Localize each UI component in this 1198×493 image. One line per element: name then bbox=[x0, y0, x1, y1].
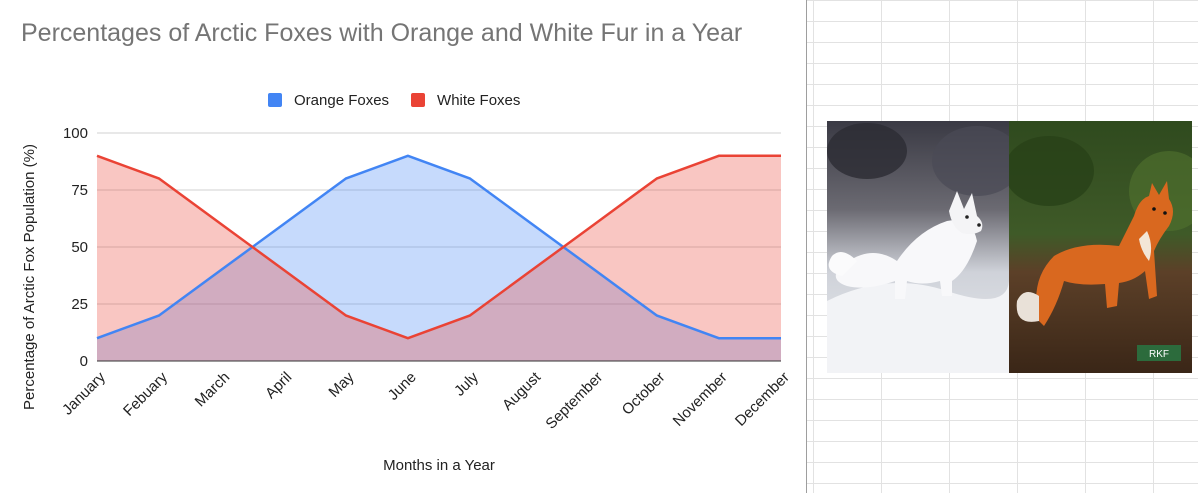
point-white-foxes-febuary bbox=[158, 177, 161, 180]
point-white-foxes-december bbox=[780, 154, 783, 157]
legend-label-white: White Foxes bbox=[437, 91, 521, 109]
chart-panel[interactable]: 0 25 50 75 100 January Febuary March April May Jun… bbox=[0, 0, 806, 493]
x-tick-label-febuary: Febuary bbox=[120, 368, 171, 419]
point-white-foxes-june bbox=[406, 337, 409, 340]
series-lines bbox=[96, 154, 783, 340]
x-tick-label-october: October bbox=[619, 369, 669, 419]
point-orange-foxes-july bbox=[469, 177, 472, 180]
x-tick-label-june: June bbox=[385, 369, 420, 404]
x-tick-label-january: January bbox=[59, 368, 109, 418]
point-orange-foxes-march bbox=[220, 268, 223, 271]
x-tick-label-august: August bbox=[499, 368, 545, 414]
point-white-foxes-january bbox=[96, 154, 99, 157]
gridlines bbox=[97, 132, 781, 305]
point-white-foxes-october bbox=[655, 177, 658, 180]
legend-swatch-white bbox=[411, 93, 426, 107]
point-orange-foxes-may bbox=[344, 177, 347, 180]
white-arctic-fox-photo bbox=[827, 121, 1009, 373]
y-tick-label-0: 0 bbox=[80, 353, 88, 370]
fox-image-strip[interactable]: RKF bbox=[827, 121, 1192, 373]
x-tick-label-september: September bbox=[542, 369, 606, 433]
point-orange-foxes-april bbox=[282, 223, 285, 226]
y-tick-label-75: 75 bbox=[71, 182, 88, 199]
point-white-foxes-august bbox=[531, 268, 534, 271]
series-areas bbox=[97, 155, 781, 361]
chart-title: Percentages of Arctic Foxes with Orange … bbox=[21, 19, 743, 47]
area-orange-foxes bbox=[97, 155, 781, 361]
point-orange-foxes-september bbox=[593, 268, 596, 271]
y-tick-label-100: 100 bbox=[63, 125, 88, 142]
line-orange-foxes bbox=[96, 154, 781, 340]
point-orange-foxes-august bbox=[531, 223, 534, 226]
point-white-foxes-july bbox=[469, 314, 472, 317]
point-white-foxes-september bbox=[593, 223, 596, 226]
x-tick-label-december: December bbox=[732, 369, 793, 430]
x-tick-label-april: April bbox=[262, 369, 295, 402]
legend: Orange Foxes White Foxes bbox=[268, 90, 542, 110]
point-orange-foxes-febuary bbox=[158, 314, 161, 317]
x-tick-label-march: March bbox=[192, 369, 233, 410]
point-white-foxes-march bbox=[220, 223, 223, 226]
point-white-foxes-november bbox=[717, 154, 720, 157]
point-orange-foxes-january bbox=[96, 337, 99, 340]
x-tick-label-may: May bbox=[325, 368, 357, 400]
rkf-logo-text: RKF bbox=[1149, 349, 1169, 360]
line-white-foxes bbox=[96, 154, 781, 340]
chart-sheet-divider bbox=[806, 0, 807, 493]
legend-label-orange: Orange Foxes bbox=[294, 91, 390, 109]
orange-fox-photo: RKF bbox=[1009, 121, 1192, 373]
point-orange-foxes-october bbox=[655, 314, 658, 317]
legend-item-white: White Foxes bbox=[411, 92, 520, 109]
legend-item-orange: Orange Foxes bbox=[268, 92, 389, 109]
y-tick-label-25: 25 bbox=[71, 296, 88, 313]
point-white-foxes-april bbox=[282, 268, 285, 271]
area-white-foxes bbox=[97, 155, 781, 361]
y-axis-title: Percentage of Arctic Fox Population (%) bbox=[21, 144, 38, 410]
x-tick-label-july: July bbox=[451, 368, 482, 399]
y-tick-label-50: 50 bbox=[71, 239, 88, 256]
x-axis-title: Months in a Year bbox=[383, 457, 495, 474]
point-orange-foxes-december bbox=[780, 337, 783, 340]
point-white-foxes-may bbox=[344, 314, 347, 317]
point-orange-foxes-november bbox=[717, 337, 720, 340]
x-tick-label-november: November bbox=[670, 369, 731, 430]
point-orange-foxes-june bbox=[406, 154, 409, 157]
legend-swatch-orange bbox=[268, 93, 282, 107]
area-chart: 0 25 50 75 100 January Febuary March April May Jun… bbox=[21, 125, 793, 474]
